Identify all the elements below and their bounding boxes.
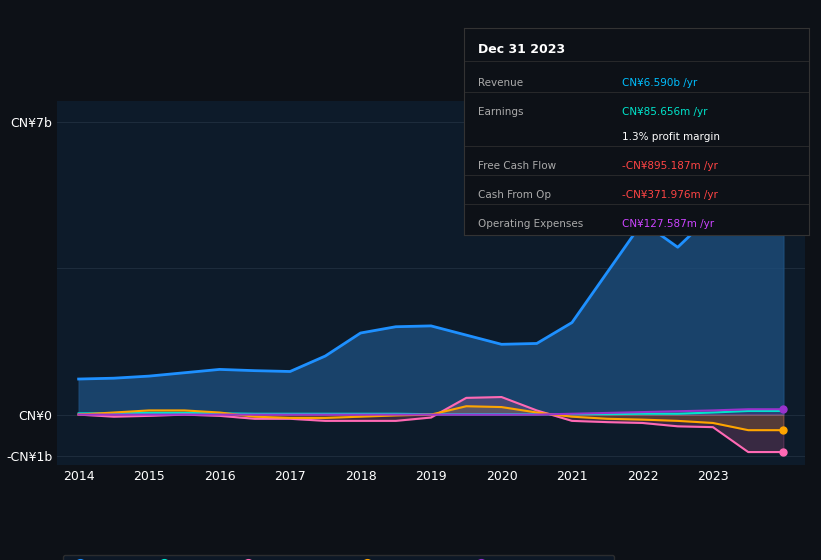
Text: Cash From Op: Cash From Op xyxy=(478,190,551,199)
Legend: Revenue, Earnings, Free Cash Flow, Cash From Op, Operating Expenses: Revenue, Earnings, Free Cash Flow, Cash … xyxy=(63,554,614,560)
Text: Earnings: Earnings xyxy=(478,107,523,116)
Text: Free Cash Flow: Free Cash Flow xyxy=(478,161,556,171)
Text: CN¥127.587m /yr: CN¥127.587m /yr xyxy=(622,218,714,228)
Text: -CN¥895.187m /yr: -CN¥895.187m /yr xyxy=(622,161,718,171)
Text: -CN¥371.976m /yr: -CN¥371.976m /yr xyxy=(622,190,718,199)
Text: CN¥6.590b /yr: CN¥6.590b /yr xyxy=(622,78,698,88)
Text: 1.3% profit margin: 1.3% profit margin xyxy=(622,132,721,142)
Text: Revenue: Revenue xyxy=(478,78,523,88)
Text: Operating Expenses: Operating Expenses xyxy=(478,218,583,228)
Text: CN¥85.656m /yr: CN¥85.656m /yr xyxy=(622,107,708,116)
Text: Dec 31 2023: Dec 31 2023 xyxy=(478,43,565,55)
